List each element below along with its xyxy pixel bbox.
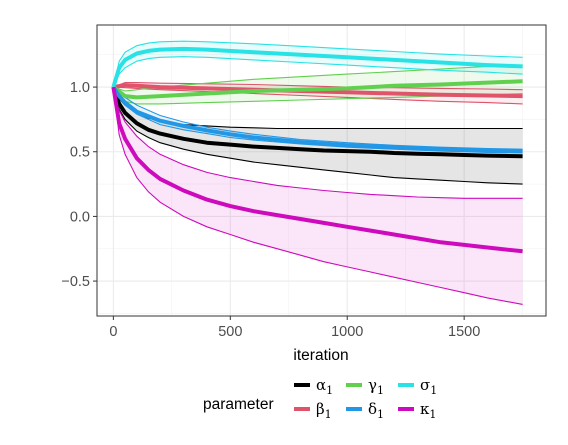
- y-axis-ticks: −0.5 0.0 0.5 1.0: [61, 80, 97, 290]
- series-upper-line-6: [112, 86, 523, 199]
- x-axis-ticks: 0 500 1000 1500: [109, 316, 480, 340]
- x-tick-label: 500: [218, 324, 242, 340]
- plot-panel-border: [96, 24, 547, 317]
- x-tick-label: 1000: [331, 324, 363, 340]
- series-mean-line-3: [112, 79, 523, 100]
- series-mean-line-1: [111, 86, 523, 159]
- series-upper-line-2: [113, 82, 523, 91]
- legend-title: parameter: [203, 396, 274, 413]
- legend-label-subscript: 1: [326, 384, 333, 397]
- x-axis-title: iteration: [293, 347, 348, 364]
- legend-label-subscript: 1: [325, 408, 332, 421]
- x-tick-label: 1500: [448, 324, 480, 340]
- series-band-6: [113, 87, 523, 305]
- y-tick-label: −0.5: [61, 274, 90, 290]
- y-tick-label: 1.0: [70, 80, 90, 96]
- series-band-5: [113, 41, 523, 88]
- series-mean-line-6: [111, 86, 523, 254]
- series-lower-line-2: [113, 86, 523, 105]
- series-bounds: [112, 40, 523, 305]
- series-lower-line-6: [112, 87, 523, 305]
- y-tick-label: 0.0: [70, 209, 90, 225]
- series-band-1: [113, 87, 523, 185]
- series-means: [111, 46, 523, 254]
- legend-label-subscript: 1: [377, 384, 384, 397]
- series-mean-line-4: [111, 86, 523, 154]
- series-upper-line-3: [113, 64, 523, 92]
- y-tick-label: 0.5: [70, 145, 90, 161]
- series-upper-line-5: [112, 40, 523, 88]
- legend-label-subscript: 1: [429, 408, 436, 421]
- series-lower-line-5: [112, 56, 523, 88]
- series-lower-line-1: [112, 86, 523, 185]
- series-mean-line-5: [111, 46, 523, 88]
- legend-label-subscript: 1: [377, 408, 384, 421]
- x-tick-label: 0: [109, 324, 117, 340]
- legend-label-subscript: 1: [430, 384, 437, 397]
